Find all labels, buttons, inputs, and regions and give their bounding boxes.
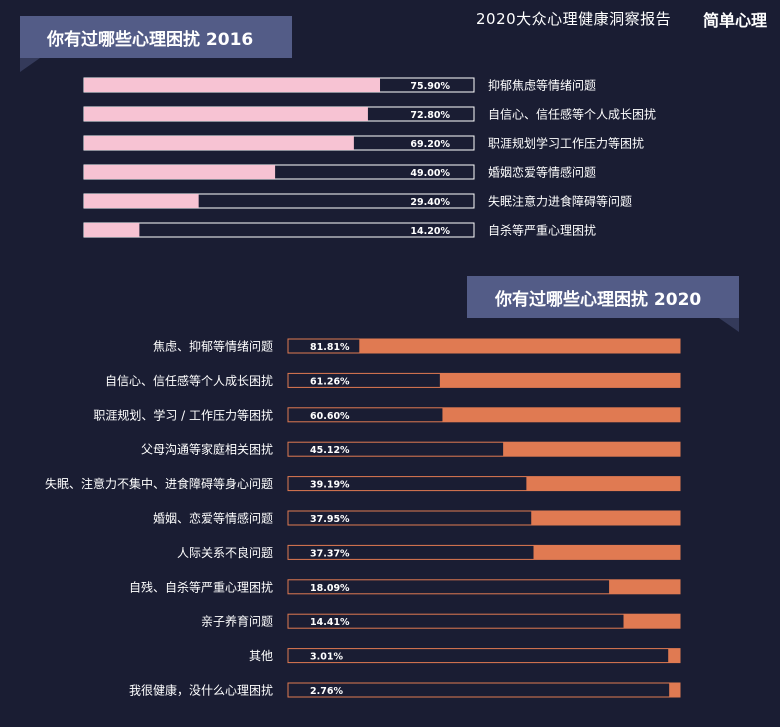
value-label-2020: 14.41% [310,617,350,628]
category-label-2016: 职涯规划学习工作压力等困扰 [488,136,644,151]
category-label-2020: 亲子养育问题 [201,614,273,629]
category-label-2020: 自信心、信任感等个人成长困扰 [105,373,273,388]
category-label-2016: 失眠注意力进食障碍等问题 [488,194,632,209]
value-label-2020: 61.26% [310,376,350,387]
bar-2020 [442,407,680,422]
value-label-2020: 18.09% [310,583,350,594]
bar-2020 [503,442,680,457]
bar-track-2020 [287,682,681,698]
category-label-2016: 自杀等严重心理困扰 [488,223,596,238]
category-label-2020: 焦虑、抑郁等情绪问题 [153,339,273,354]
value-label-2016: 49.00% [410,168,450,179]
value-label-2016: 75.90% [410,81,450,92]
category-label-2020: 失眠、注意力不集中、进食障碍等身心问题 [45,476,273,491]
value-label-2020: 60.60% [310,411,350,422]
value-label-2020: 37.37% [310,548,350,559]
ribbon-fold-2016 [20,58,40,72]
bar-2020 [668,648,680,663]
bar-2020 [533,545,680,560]
bar-2016 [84,165,276,179]
bar-2020 [359,339,680,353]
category-label-2016: 婚姻恋爱等情感问题 [488,165,596,180]
bar-2020 [531,511,680,525]
value-label-2020: 81.81% [310,342,350,353]
category-label-2020: 婚姻、恋爱等情感问题 [153,511,273,526]
bar-2020 [669,683,680,697]
value-label-2020: 3.01% [310,652,343,663]
value-label-2016: 14.20% [410,226,450,237]
chart-2016-title: 你有过哪些心理困扰 2016 [47,29,254,50]
value-label-2016: 72.80% [410,110,450,121]
bar-2020 [439,373,680,388]
bar-2016 [84,107,368,121]
value-label-2020: 45.12% [310,445,350,456]
chart-2016-title-ribbon: 你有过哪些心理困扰 2016 [20,16,292,58]
report-title: 2020大众心理健康洞察报告 [476,10,672,28]
category-label-2020: 人际关系不良问题 [177,545,273,560]
category-label-2020: 其他 [249,649,273,663]
category-label-2020: 自残、自杀等严重心理困扰 [129,579,273,594]
value-label-2016: 69.20% [410,139,450,150]
chart-2020-title-ribbon: 你有过哪些心理困扰 2020 [467,276,739,318]
category-label-2016: 自信心、信任感等个人成长困扰 [488,107,656,122]
category-label-2020: 职涯规划、学习 / 工作压力等困扰 [93,407,273,422]
value-label-2020: 39.19% [310,480,350,491]
bar-2020 [526,476,680,491]
value-label-2020: 2.76% [310,686,343,697]
category-label-2020: 我很健康，没什么心理困扰 [129,683,273,698]
brand-logo: 简单心理 [703,11,768,30]
category-label-2020: 父母沟通等家庭相关困扰 [141,442,273,457]
value-label-2016: 29.40% [410,197,450,208]
bar-2020 [623,614,680,629]
bar-2016 [84,194,199,208]
bar-2016 [84,136,354,150]
bar-2016 [84,78,381,92]
bar-2016 [84,223,140,237]
bar-track-2020 [287,648,681,664]
category-label-2016: 抑郁焦虑等情绪问题 [488,78,596,93]
chart-2020-title: 你有过哪些心理困扰 2020 [495,289,702,310]
ribbon-fold-2020 [719,318,739,332]
bar-2020 [609,579,680,594]
value-label-2020: 37.95% [310,514,350,525]
